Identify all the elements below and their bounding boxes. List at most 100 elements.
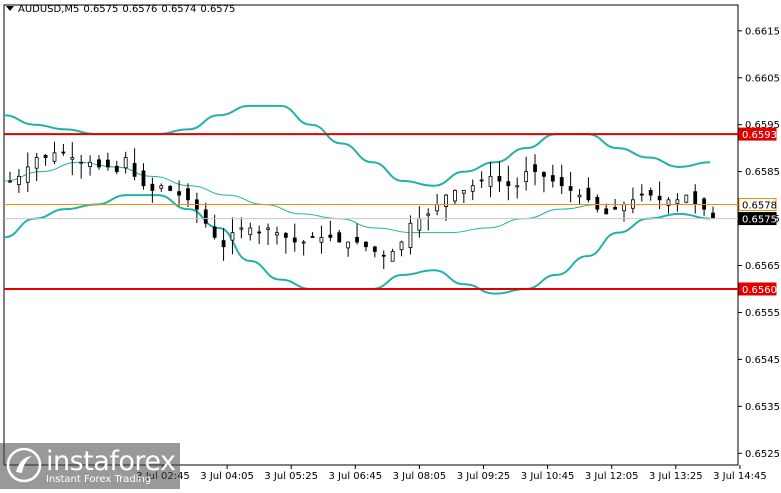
candle-body <box>275 232 279 236</box>
candle-body <box>25 166 30 183</box>
y-tick-label: 0.6525 <box>745 449 780 460</box>
x-tick-label: 3 Jul 06:45 <box>328 471 382 482</box>
candle-body <box>203 209 208 224</box>
y-tick-label: 0.6535 <box>745 402 780 413</box>
candle-body <box>266 227 270 230</box>
candle-body <box>444 194 448 207</box>
candle-body <box>168 186 173 191</box>
instaforex-logo-icon <box>6 447 42 483</box>
open-value: 0.6575 <box>83 4 119 15</box>
candle-body <box>52 152 57 162</box>
candle-body <box>283 233 288 238</box>
candle-body <box>328 234 333 238</box>
y-tick-label: 0.6555 <box>745 308 780 319</box>
candle-body <box>346 241 351 249</box>
candle-body <box>506 181 511 187</box>
candle-body <box>177 191 181 196</box>
price-tag-label: 0.6560 <box>742 285 777 296</box>
watermark-name: instaforex <box>46 446 176 477</box>
symbol-header: AUDUSD,M5 0.6575 0.6576 0.6574 0.6575 <box>6 4 239 15</box>
candle-body <box>34 157 39 169</box>
triangle-down-icon <box>6 6 14 11</box>
candle-body <box>88 161 92 168</box>
candle-body <box>16 175 21 186</box>
candle-body <box>319 236 324 243</box>
x-tick-label: 3 Jul 05:25 <box>264 471 318 482</box>
plot-frame <box>3 4 739 466</box>
candle-body <box>675 199 680 204</box>
y-tick-label: 0.6545 <box>745 355 780 366</box>
candle-body <box>693 191 698 205</box>
candle-body <box>399 241 404 251</box>
candle-body <box>123 157 128 169</box>
candle-body <box>559 177 564 187</box>
price-tag <box>738 212 777 226</box>
candle-body <box>684 194 689 203</box>
candle-body <box>70 157 75 160</box>
candle-body <box>568 186 573 191</box>
candle-body <box>132 163 137 177</box>
price-tag <box>738 127 777 141</box>
bollinger-upper-band <box>3 104 711 187</box>
candle-body <box>105 159 110 168</box>
x-tick-label: 3 Jul 12:05 <box>585 471 639 482</box>
high-value: 0.6576 <box>122 4 158 15</box>
candle-body <box>310 236 315 238</box>
candle-body <box>604 208 609 215</box>
candle-body <box>257 231 262 234</box>
candle-body <box>212 226 217 238</box>
y-tick-label: 0.6565 <box>745 261 780 272</box>
candle-body <box>417 218 422 231</box>
watermark-tagline: Instant Forex Trading <box>46 474 152 485</box>
candle-body <box>301 241 306 244</box>
candle-body <box>488 175 493 187</box>
candle-body <box>613 207 618 210</box>
candle-body <box>648 190 653 196</box>
x-tick-label: 3 Jul 08:05 <box>393 471 447 482</box>
candle-body <box>639 193 644 196</box>
price-tag <box>738 197 777 211</box>
candle-body <box>381 254 386 257</box>
y-tick-label: 0.6615 <box>745 26 780 37</box>
candle-body <box>114 165 119 173</box>
candle-body <box>337 232 342 243</box>
candle-body <box>355 236 359 243</box>
candle-body <box>666 199 671 207</box>
x-tick-label: 3 Jul 14:45 <box>713 471 767 482</box>
candle-body <box>515 185 520 188</box>
candle-body <box>150 183 155 191</box>
candle-body <box>372 246 377 252</box>
bollinger-middle-band <box>3 161 710 234</box>
y-tick-label: 0.6595 <box>745 120 780 131</box>
price-tag <box>738 282 777 296</box>
candle-body <box>497 175 502 182</box>
candle-body <box>221 240 226 248</box>
candle-body <box>248 227 253 236</box>
candle-body <box>622 204 626 212</box>
close-value: 0.6575 <box>200 4 236 15</box>
candle-body <box>364 241 368 248</box>
candle-body <box>657 195 662 201</box>
price-tag-label: 0.6578 <box>742 200 777 211</box>
candle-body <box>292 237 297 243</box>
candle-body <box>43 154 48 158</box>
candle-body <box>586 187 591 201</box>
candle-body <box>542 172 546 177</box>
candle-body <box>79 161 84 164</box>
candle-body <box>390 251 395 262</box>
candle-body <box>426 213 431 216</box>
price-tag-label: 0.6575 <box>742 215 777 226</box>
symbol-label: AUDUSD,M5 <box>18 4 80 15</box>
y-tick-label: 0.6585 <box>745 167 780 178</box>
candle-body <box>533 164 537 173</box>
candle-body <box>595 196 600 210</box>
candle-body <box>550 175 555 182</box>
candle-body <box>479 179 484 182</box>
x-tick-label: 3 Jul 13:25 <box>649 471 703 482</box>
x-tick-label: 3 Jul 04:05 <box>200 471 254 482</box>
candle-body <box>711 212 715 219</box>
candle-body <box>61 151 66 154</box>
x-tick-label: 3 Jul 09:25 <box>457 471 511 482</box>
candle-body <box>435 204 440 212</box>
